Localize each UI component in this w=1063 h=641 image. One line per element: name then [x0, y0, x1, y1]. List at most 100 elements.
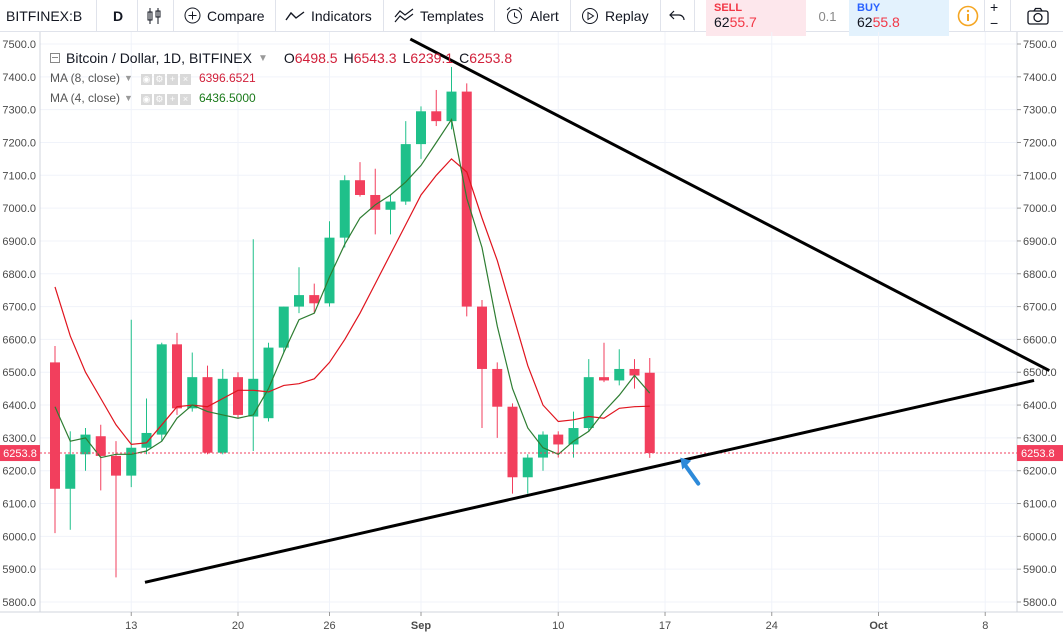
right-tick-label: 6700.0 — [1023, 302, 1057, 314]
left-tick-label: 6800.0 — [2, 269, 36, 281]
info-icon — [957, 5, 979, 27]
candle-body — [400, 144, 411, 202]
candle — [385, 194, 396, 235]
caret-down-icon[interactable]: ▼ — [124, 73, 133, 83]
ma4-row[interactable]: MA (4, close) ▼ ◉ ⚙ + × 6436.5000 — [50, 88, 512, 108]
right-tick-label: 5800.0 — [1023, 597, 1057, 609]
drawings[interactable] — [144, 37, 1050, 584]
time-axis[interactable]: 13 20 26 Sep 10 17 24 Oct 8 — [0, 611, 1063, 632]
snapshot-button[interactable] — [1027, 0, 1049, 31]
alert-label: Alert — [530, 7, 559, 24]
ma8-row[interactable]: MA (8, close) ▼ ◉ ⚙ + × 6396.6521 — [50, 68, 512, 88]
sell-price: 6255.7 — [714, 14, 806, 30]
candle — [126, 319, 137, 488]
candle — [172, 332, 182, 415]
zoom-out-button[interactable]: − — [990, 14, 998, 32]
grid — [40, 32, 1017, 612]
price-chart[interactable]: 5800.0 5900.0 6000.0 6100.0 6200.0 6300.0 6400… — [0, 32, 1063, 641]
settings-icon[interactable]: ⚙ — [153, 94, 165, 105]
trend-line — [409, 37, 1050, 372]
chart-style-button[interactable] — [146, 0, 162, 31]
candle — [583, 359, 594, 432]
sell-price-highlight: 55.7 — [729, 14, 757, 30]
candle — [644, 358, 655, 458]
caret-down-icon[interactable]: ▼ — [257, 52, 268, 64]
last-price-line: 6253.8 6253.8 — [0, 445, 1063, 462]
left-tick-label: 5800.0 — [2, 597, 36, 609]
left-tick-label: 7400.0 — [2, 72, 36, 84]
eye-icon[interactable]: ◉ — [140, 94, 152, 105]
chart-legend: Bitcoin / Dollar, 1D, BITFINEX ▼ O6498.5… — [50, 48, 512, 108]
right-tick-label: 7200.0 — [1023, 137, 1057, 149]
alert-button[interactable]: Alert — [505, 0, 559, 31]
right-tick-label: 6300.0 — [1023, 433, 1057, 445]
candle-body — [553, 434, 564, 445]
ma4-label: MA (4, close) — [50, 91, 121, 105]
collapse-icon[interactable] — [50, 53, 60, 63]
spread-value: 0.1 — [818, 8, 837, 24]
open-label: O — [283, 50, 295, 66]
left-tick-label: 6100.0 — [2, 499, 36, 511]
candle-body — [80, 434, 91, 455]
indicators-icon — [285, 10, 305, 22]
divider — [570, 0, 571, 31]
buy-price-prefix: 62 — [857, 14, 873, 30]
interval-label: D — [113, 7, 124, 24]
left-tick-label: 7000.0 — [2, 203, 36, 215]
time-tick-label: 24 — [766, 620, 778, 632]
zoom-in-button[interactable]: + — [990, 0, 998, 16]
arrow-head — [680, 457, 692, 470]
left-tick-label: 5900.0 — [2, 564, 36, 576]
symbol-search[interactable]: BITFINEX:B — [6, 0, 82, 31]
close-icon[interactable]: × — [179, 74, 191, 85]
eye-icon[interactable]: ◉ — [140, 74, 152, 85]
interval-button[interactable]: D — [113, 0, 123, 31]
ma4-line — [54, 117, 651, 459]
right-price-axis[interactable]: 5800.0 5900.0 6000.0 6100.0 6200.0 6300.0 6400… — [1016, 32, 1057, 612]
candle-body — [583, 377, 594, 429]
candle-body — [187, 377, 198, 409]
divider — [494, 0, 495, 31]
candle — [492, 362, 503, 438]
candle-body — [172, 344, 182, 409]
undo-button[interactable] — [669, 0, 685, 31]
close-icon[interactable]: × — [179, 94, 191, 105]
right-tick-label: 7400.0 — [1023, 72, 1057, 84]
candle-body — [141, 432, 152, 448]
replay-button[interactable]: Replay — [581, 0, 649, 31]
plus-icon[interactable]: + — [166, 94, 178, 105]
divider — [173, 0, 174, 31]
indicators-button[interactable]: Indicators — [285, 0, 372, 31]
buy-price: 6255.8 — [857, 14, 949, 30]
left-price-axis[interactable]: 5800.0 5900.0 6000.0 6100.0 6200.0 6300.0 6400… — [0, 32, 41, 641]
candle — [309, 283, 320, 314]
caret-down-icon[interactable]: ▼ — [124, 93, 133, 103]
compare-button[interactable]: Compare — [184, 0, 265, 31]
templates-button[interactable]: Templates — [394, 0, 484, 31]
settings-icon[interactable]: ⚙ — [153, 74, 165, 85]
candle-body — [416, 111, 426, 145]
ohlc-open: O6498.5 — [284, 50, 338, 66]
right-tick-label: 6100.0 — [1023, 499, 1057, 511]
info-button[interactable] — [957, 0, 979, 31]
candle — [339, 175, 350, 248]
candle — [233, 372, 243, 419]
left-price-tag — [0, 445, 40, 462]
candles-icon — [146, 7, 162, 25]
plus-icon[interactable]: + — [166, 74, 178, 85]
candle — [278, 306, 289, 353]
close-label: C — [459, 50, 470, 66]
buy-button[interactable]: BUY 6255.8 — [849, 0, 949, 36]
candle — [187, 352, 198, 412]
candle — [202, 365, 213, 455]
candle — [416, 106, 426, 159]
left-tick-label: 7200.0 — [2, 137, 36, 149]
candle — [217, 368, 228, 455]
candle-body — [111, 455, 121, 476]
candle-body — [126, 447, 137, 476]
ma8-controls: ◉ ⚙ + × — [139, 71, 191, 85]
time-tick-label: 26 — [323, 620, 335, 632]
candle-body — [263, 347, 274, 419]
candle — [522, 454, 533, 494]
sell-button[interactable]: SELL 6255.7 — [706, 0, 806, 36]
